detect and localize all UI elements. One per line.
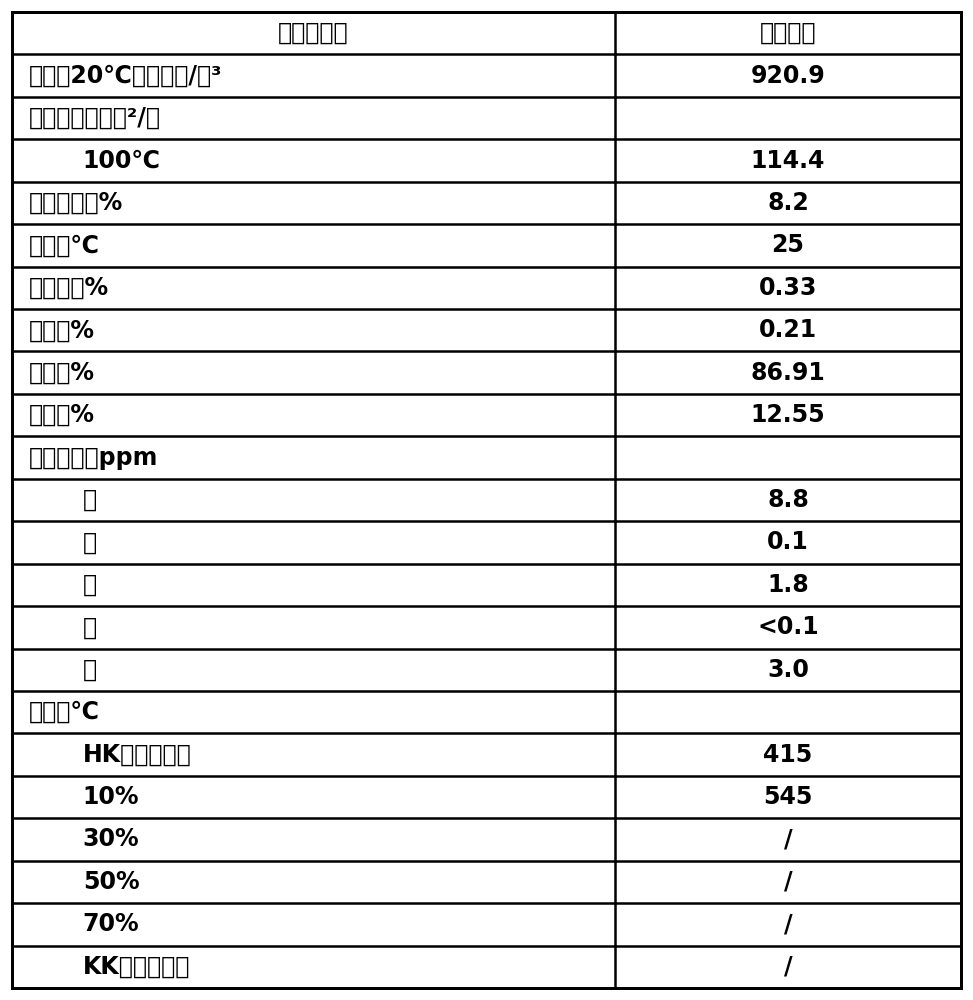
Text: 镍: 镍 — [83, 488, 97, 512]
Text: 30%: 30% — [83, 827, 139, 851]
Text: 100℃: 100℃ — [83, 149, 161, 173]
Text: /: / — [783, 870, 792, 894]
Text: 25: 25 — [772, 233, 805, 257]
Text: 凝点，℃: 凝点，℃ — [29, 233, 100, 257]
Text: 减压渣油: 减压渣油 — [760, 21, 816, 45]
Text: 0.33: 0.33 — [759, 276, 817, 300]
Text: 硫，重%: 硫，重% — [29, 318, 95, 342]
Text: 1.8: 1.8 — [767, 573, 809, 597]
Text: 545: 545 — [764, 785, 812, 809]
Text: 3.0: 3.0 — [767, 658, 809, 682]
Text: /: / — [783, 912, 792, 936]
Text: 12.55: 12.55 — [751, 403, 825, 427]
Text: 密度（20℃），千克/米³: 密度（20℃），千克/米³ — [29, 64, 223, 88]
Text: 8.8: 8.8 — [767, 488, 809, 512]
Text: <0.1: <0.1 — [757, 615, 819, 639]
Text: 金属含量，ppm: 金属含量，ppm — [29, 446, 159, 470]
Text: 114.4: 114.4 — [751, 149, 825, 173]
Text: 钒: 钒 — [83, 530, 97, 554]
Text: 碳，重%: 碳，重% — [29, 361, 95, 385]
Text: 0.21: 0.21 — [759, 318, 817, 342]
Text: 70%: 70% — [83, 912, 139, 936]
Text: 馏程，℃: 馏程，℃ — [29, 700, 100, 724]
Text: 运动粘度，毫米²/秒: 运动粘度，毫米²/秒 — [29, 106, 162, 130]
Text: 0.1: 0.1 — [767, 530, 809, 554]
Text: 86.91: 86.91 — [750, 361, 825, 385]
Text: 铁: 铁 — [83, 573, 97, 597]
Text: /: / — [783, 955, 792, 979]
Text: 10%: 10% — [83, 785, 139, 809]
Text: 氢，重%: 氢，重% — [29, 403, 95, 427]
Text: 8.2: 8.2 — [767, 191, 809, 215]
Text: 钠: 钠 — [83, 658, 97, 682]
Text: /: / — [783, 827, 792, 851]
Text: 920.9: 920.9 — [750, 64, 825, 88]
Text: 铜: 铜 — [83, 615, 97, 639]
Text: 原料油名称: 原料油名称 — [278, 21, 348, 45]
Text: 50%: 50% — [83, 870, 139, 894]
Text: HK（初馏点）: HK（初馏点） — [83, 743, 192, 767]
Text: 总氮，重%: 总氮，重% — [29, 276, 109, 300]
Text: 415: 415 — [764, 743, 812, 767]
Text: 残炭值，重%: 残炭值，重% — [29, 191, 124, 215]
Text: KK（终馏点）: KK（终馏点） — [83, 955, 190, 979]
